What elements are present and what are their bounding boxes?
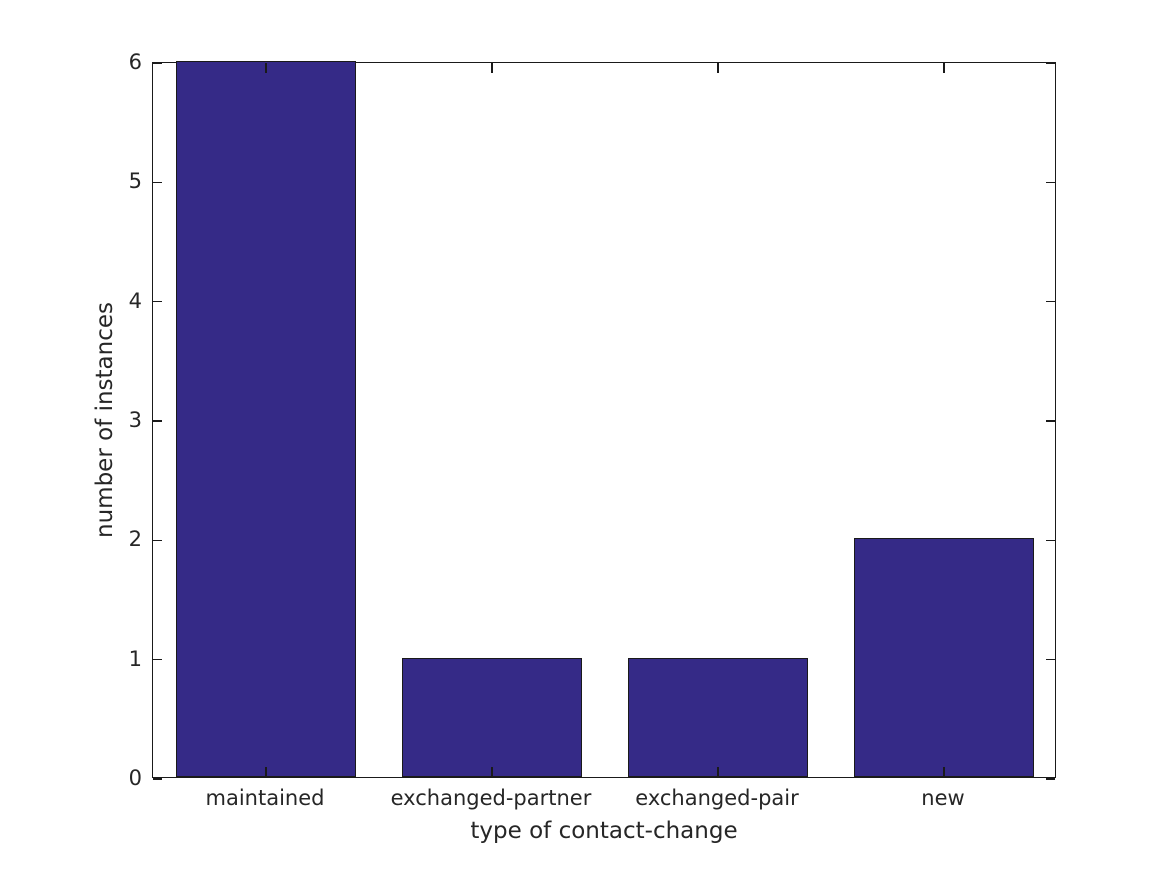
y-tick-left (153, 181, 162, 184)
bar-maintained (175, 61, 357, 777)
y-tick-right (1046, 300, 1055, 303)
y-tick-label: 5 (128, 169, 142, 194)
y-tick-left (153, 62, 162, 64)
y-tick-left (153, 658, 162, 661)
x-tick-bottom (265, 767, 267, 777)
x-tick-bottom (943, 767, 945, 777)
y-tick-label: 4 (128, 288, 142, 313)
y-tick-label: 6 (128, 50, 142, 74)
y-tick-right (1046, 62, 1055, 64)
bar-exchanged-pair (627, 657, 809, 777)
x-axis-label: type of contact-change (470, 818, 738, 844)
x-tick-label: exchanged-pair (635, 786, 799, 810)
x-tick-top (943, 63, 945, 73)
y-tick-label: 1 (128, 646, 142, 671)
plot-area (152, 61, 1056, 780)
y-tick-label: 0 (128, 766, 142, 790)
x-tick-bottom (491, 767, 493, 777)
x-tick-top (265, 63, 267, 73)
x-tick-label: maintained (205, 786, 325, 810)
x-tick-label: new (921, 786, 965, 810)
y-tick-label: 2 (128, 527, 142, 552)
y-tick-right (1046, 420, 1055, 422)
y-tick-right (1046, 658, 1055, 661)
x-tick-bottom (717, 767, 719, 777)
y-tick-left (153, 420, 162, 422)
y-tick-right (1046, 778, 1055, 780)
x-tick-top (491, 63, 493, 73)
y-tick-right (1046, 181, 1055, 184)
y-tick-left (153, 778, 162, 780)
y-tick-left (153, 300, 162, 303)
x-tick-top (717, 63, 719, 73)
bar-exchanged-partner (401, 657, 583, 777)
y-tick-left (153, 539, 162, 542)
y-tick-right (1046, 539, 1055, 542)
bar-new (853, 538, 1035, 777)
x-tick-label: exchanged-partner (390, 786, 592, 810)
y-tick-label: 3 (128, 408, 142, 432)
